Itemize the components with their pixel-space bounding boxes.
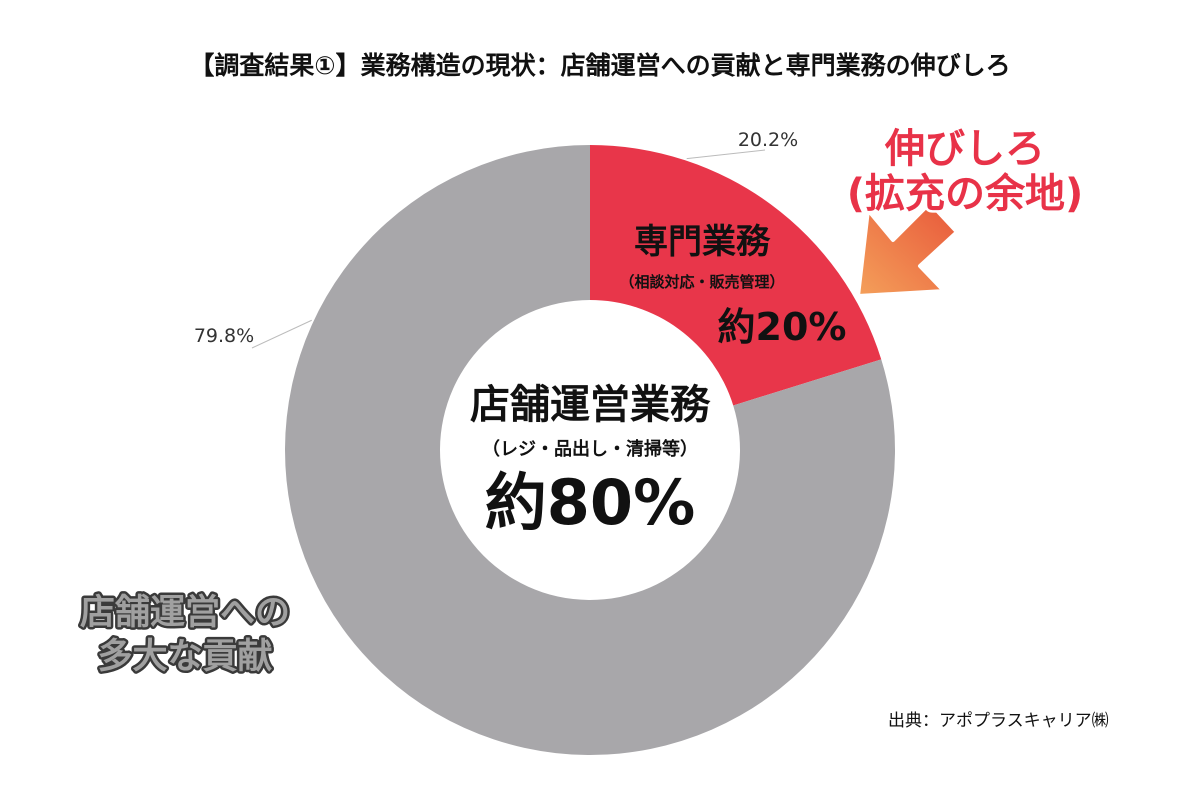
callout-growth-line2: (拡充の余地) (847, 171, 1084, 217)
callout-contribution-line1: 店舗運営への (80, 593, 290, 633)
center-approx-store-ops: 約80% (485, 466, 695, 539)
value-label-specialized: 20.2% (738, 129, 798, 151)
leader-line-store-ops (251, 319, 312, 349)
callout-growth-line1: 伸びしろ (884, 126, 1045, 172)
center-label-store-ops: 店舗運営業務 (470, 382, 711, 428)
leader-line-specialized (686, 149, 766, 160)
slice-label-specialized: 専門業務 (634, 222, 771, 262)
donut-slice-0 (590, 145, 882, 406)
chart-title: 【調査結果①】業務構造の現状：店舗運営への貢献と専門業務の伸びしろ (189, 51, 1011, 80)
source-note: 出典：アポプラスキャリア㈱ (888, 711, 1109, 731)
value-label-store-ops: 79.8% (194, 325, 254, 347)
donut-slice-1 (285, 145, 896, 755)
growth-arrow-icon (856, 201, 959, 298)
callout-contribution-line2: 多大な貢献 (97, 637, 272, 677)
slice-sublabel-specialized: （相談対応・販売管理） (619, 273, 784, 291)
center-sublabel-store-ops: （レジ・品出し・清掃等） (482, 438, 698, 460)
slice-approx-specialized: 約20% (718, 305, 847, 349)
